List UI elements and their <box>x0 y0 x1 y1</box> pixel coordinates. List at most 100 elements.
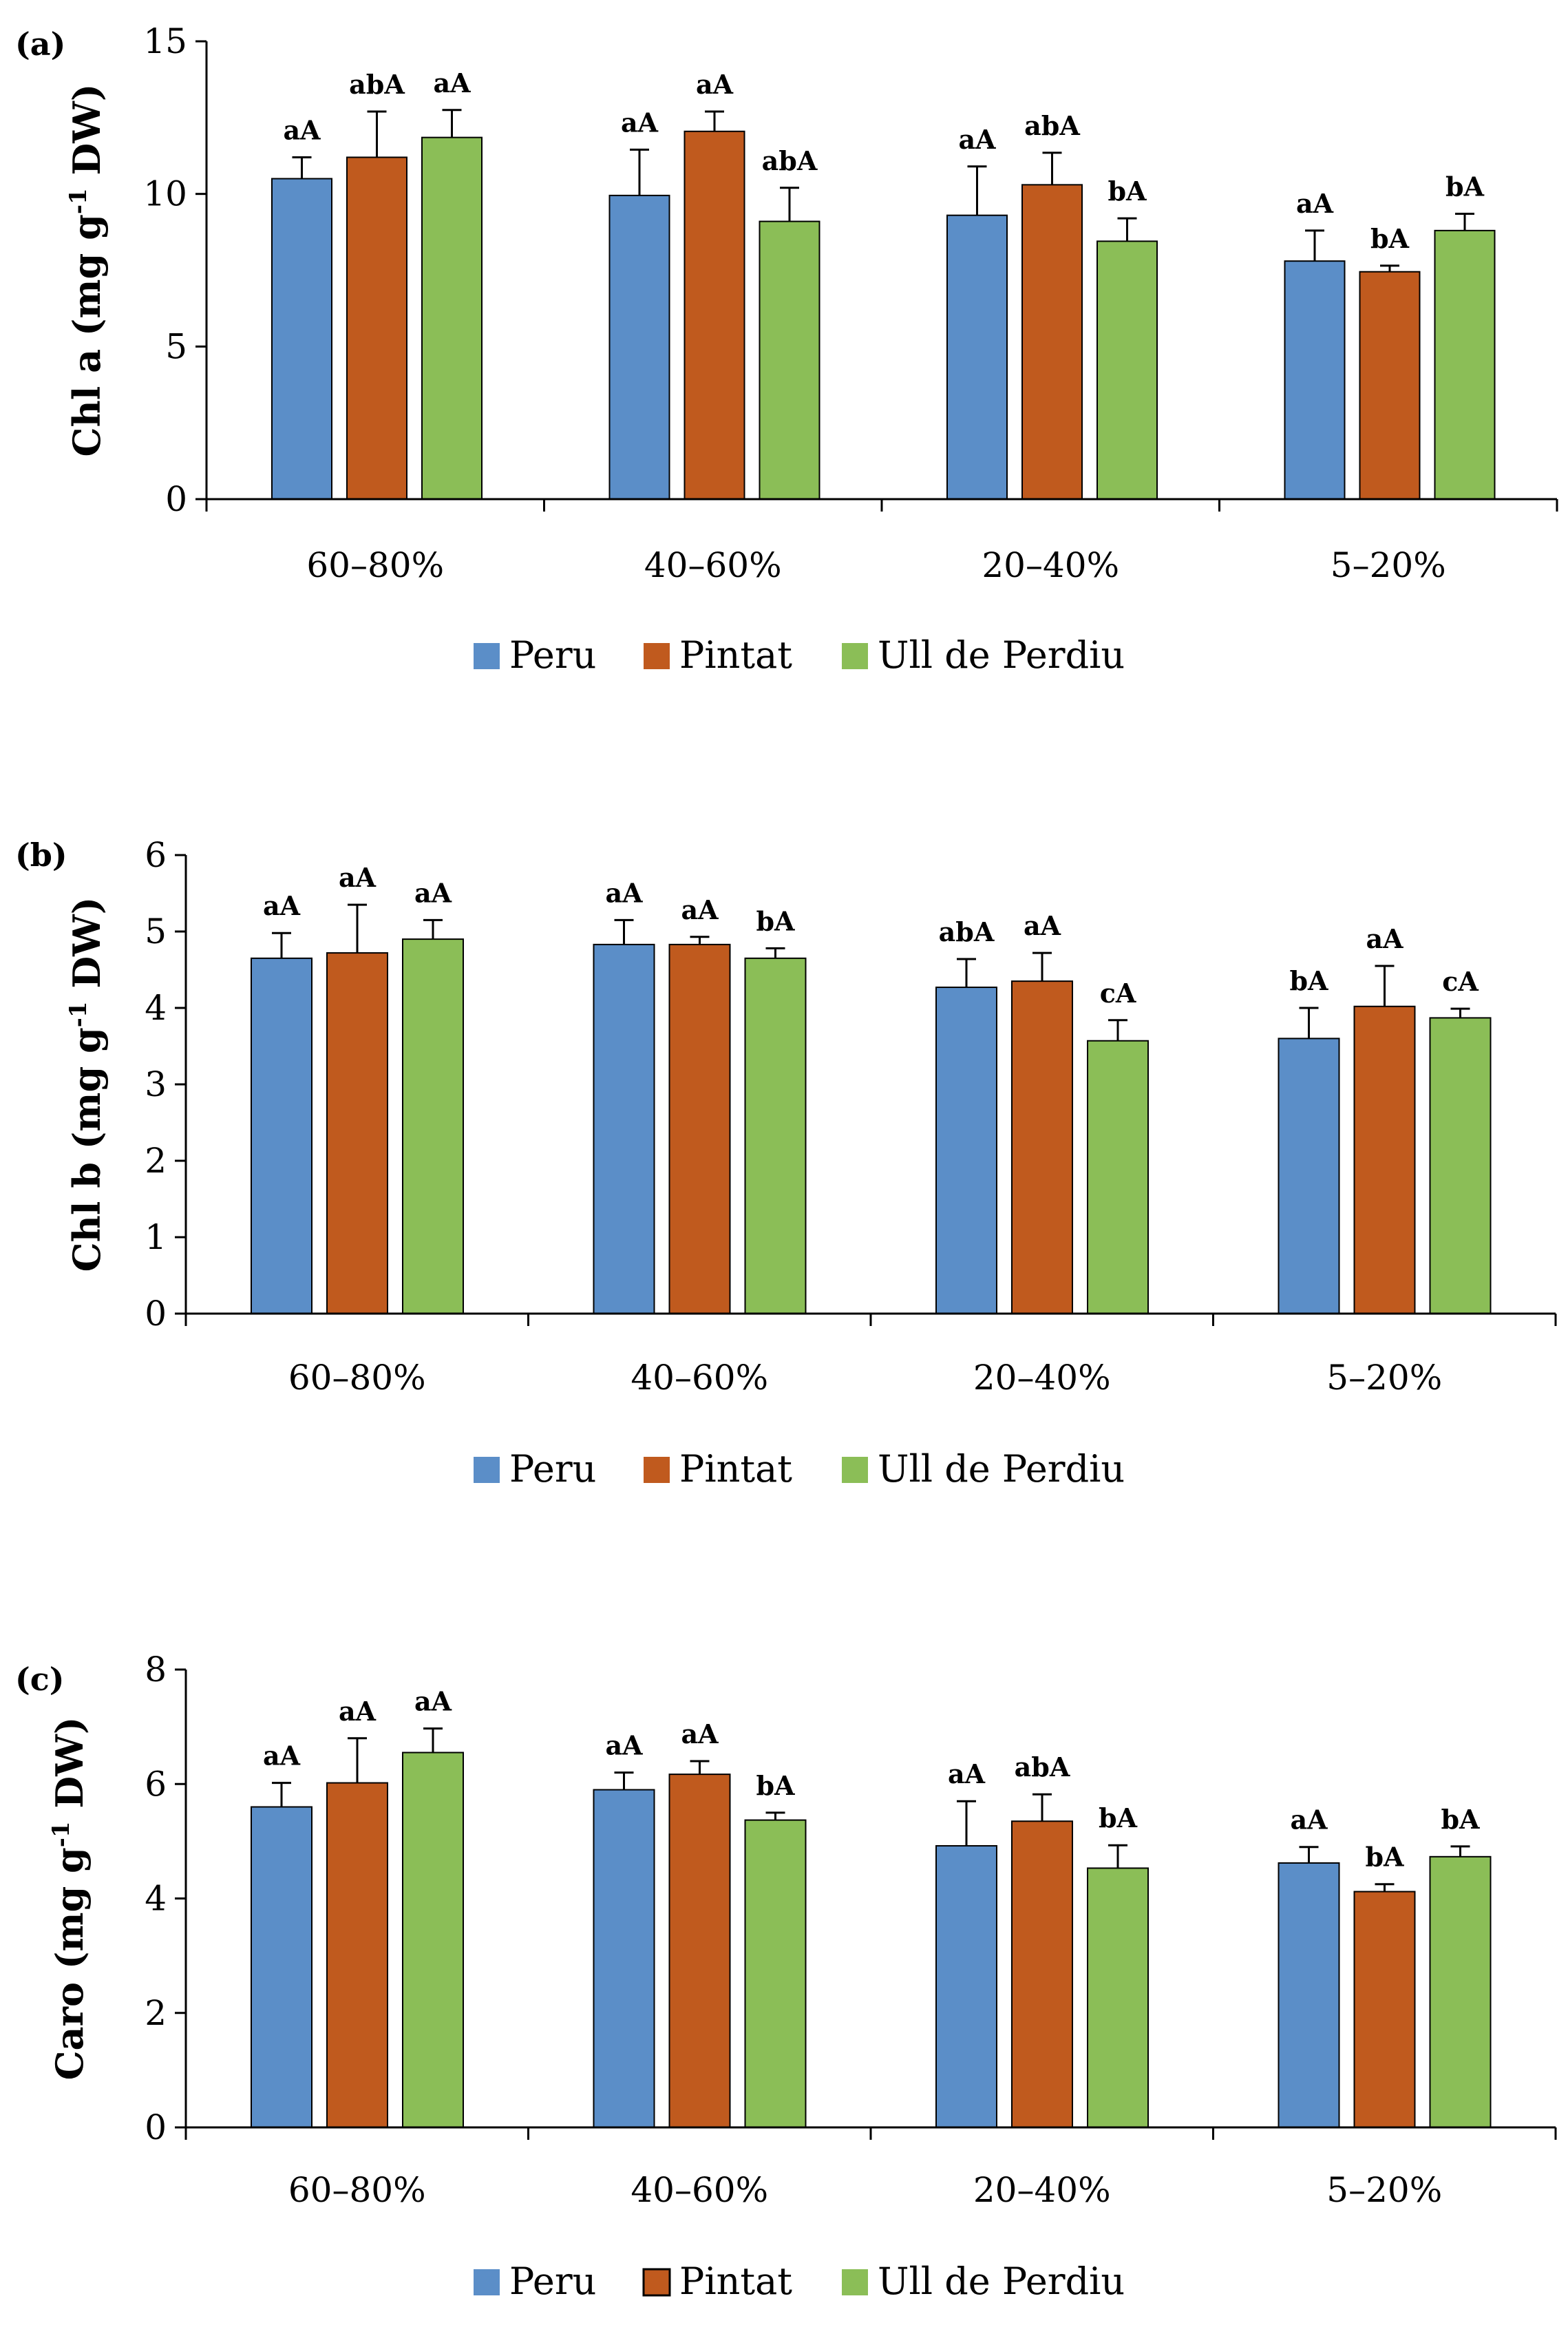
significance-label: aA <box>958 124 996 155</box>
legend-swatch-pintat <box>642 2268 671 2297</box>
x-tick-label: 5–20% <box>1326 1358 1442 1398</box>
significance-label: aA <box>1024 910 1061 941</box>
panel-label: (a) <box>15 25 65 63</box>
panel-label: (b) <box>15 836 67 874</box>
y-tick-label: 10 <box>143 174 187 214</box>
x-tick-label: 60–80% <box>288 2170 426 2210</box>
y-axis-label-text: Chl b (mg g <box>65 1027 109 1272</box>
x-tick-label: 5–20% <box>1326 2170 1442 2210</box>
bar-ull-de-perdiu <box>744 957 807 1314</box>
legend-entry-label: Pintat <box>679 2260 792 2303</box>
bar-peru <box>1278 1862 1340 2128</box>
bar-peru <box>1278 1038 1340 1315</box>
y-axis-label-unit: DW) <box>65 84 109 189</box>
legend-entry-label: Ull de Perdiu <box>878 1447 1125 1491</box>
significance-label: aA <box>1290 1804 1328 1835</box>
x-tick-label: 20–40% <box>973 1358 1111 1398</box>
bar-ull-de-perdiu <box>421 136 483 500</box>
x-tick-label: 40–60% <box>644 545 782 585</box>
significance-label: abA <box>1024 110 1080 141</box>
bar-peru <box>608 194 670 500</box>
significance-label: bA <box>1365 1842 1404 1873</box>
x-tick-label: 60–80% <box>306 545 444 585</box>
significance-label: cA <box>1100 978 1136 1009</box>
legend-swatch-peru <box>474 643 500 669</box>
bar-ull-de-perdiu <box>1429 1855 1492 2129</box>
panel-label: (c) <box>15 1661 65 1698</box>
significance-label: aA <box>621 107 659 138</box>
significance-label: abA <box>1015 1751 1070 1782</box>
y-axis-label: Chl b (mg g-1 DW) <box>65 897 109 1272</box>
bar-pintat <box>1021 184 1083 500</box>
legend-entry-label: Peru <box>509 1447 596 1491</box>
y-tick-label: 3 <box>145 1064 167 1104</box>
significance-label: aA <box>263 1740 301 1771</box>
significance-label: abA <box>939 916 995 947</box>
significance-label: aA <box>263 890 301 921</box>
legend-entry-label: Pintat <box>679 1447 792 1491</box>
bar-peru <box>935 987 997 1315</box>
bar-peru <box>935 1845 997 2128</box>
y-tick-label: 5 <box>145 912 167 951</box>
bar-peru <box>251 957 312 1314</box>
y-tick-label: 4 <box>145 988 167 1028</box>
bar-pintat <box>1359 271 1421 500</box>
legend-entry-label: Peru <box>509 633 596 677</box>
y-tick-label: 8 <box>145 1650 167 1690</box>
y-axis-label-unit: DW) <box>65 897 109 1002</box>
y-axis-label: Caro (mg g-1 DW) <box>47 1717 92 2081</box>
significance-label: bA <box>756 905 795 936</box>
bar-pintat <box>1011 980 1073 1315</box>
bar-ull-de-perdiu <box>1096 240 1158 500</box>
significance-label: aA <box>339 862 377 893</box>
bar-peru <box>946 214 1008 500</box>
bar-pintat <box>668 1774 731 2128</box>
significance-label: bA <box>756 1770 795 1801</box>
legend-entry-label: Pintat <box>679 633 792 677</box>
bar-peru <box>593 1789 655 2128</box>
bar-ull-de-perdiu <box>1429 1017 1492 1315</box>
legend-swatch-pintat <box>644 1457 670 1483</box>
x-tick-label: 60–80% <box>288 1358 426 1398</box>
significance-label: bA <box>1445 171 1485 202</box>
bar-ull-de-perdiu <box>1087 1867 1149 2129</box>
y-tick-label: 15 <box>143 21 187 61</box>
y-axis-label-text: Caro (mg g <box>47 1847 92 2080</box>
y-tick-label: 2 <box>145 1993 167 2033</box>
y-tick-label: 0 <box>145 2107 167 2147</box>
significance-label: aA <box>414 877 452 908</box>
bar-pintat <box>1353 1891 1416 2128</box>
x-tick-label: 40–60% <box>631 1358 768 1398</box>
bar-pintat <box>326 952 388 1314</box>
bar-ull-de-perdiu <box>402 1751 464 2128</box>
legend-swatch-pintat <box>644 643 670 669</box>
significance-label: aA <box>414 1686 452 1717</box>
y-tick-label: 0 <box>165 479 187 519</box>
y-axis-label-superscript: -1 <box>65 188 92 214</box>
significance-label: cA <box>1442 966 1479 997</box>
bar-peru <box>271 178 332 500</box>
significance-label: aA <box>681 1718 719 1749</box>
bar-ull-de-perdiu <box>1087 1040 1149 1314</box>
y-axis-label-superscript: -1 <box>47 1821 75 1847</box>
significance-label: bA <box>1370 223 1410 254</box>
y-tick-label: 6 <box>145 835 167 875</box>
significance-label: aA <box>1366 923 1403 954</box>
significance-label: aA <box>339 1696 377 1727</box>
bar-pintat <box>1353 1005 1416 1315</box>
bar-ull-de-perdiu <box>402 938 464 1314</box>
significance-label: abA <box>762 145 818 176</box>
y-tick-label: 6 <box>145 1764 167 1804</box>
significance-label: aA <box>283 114 321 145</box>
bar-ull-de-perdiu <box>759 220 820 500</box>
bar-pintat <box>668 943 731 1314</box>
y-tick-label: 4 <box>145 1879 167 1919</box>
significance-label: aA <box>605 1730 643 1761</box>
x-tick-label: 40–60% <box>631 2170 768 2210</box>
significance-label: abA <box>349 69 405 100</box>
y-tick-label: 1 <box>145 1217 167 1257</box>
y-axis-label: Chl a (mg g-1 DW) <box>65 84 109 457</box>
significance-label: aA <box>681 894 719 925</box>
